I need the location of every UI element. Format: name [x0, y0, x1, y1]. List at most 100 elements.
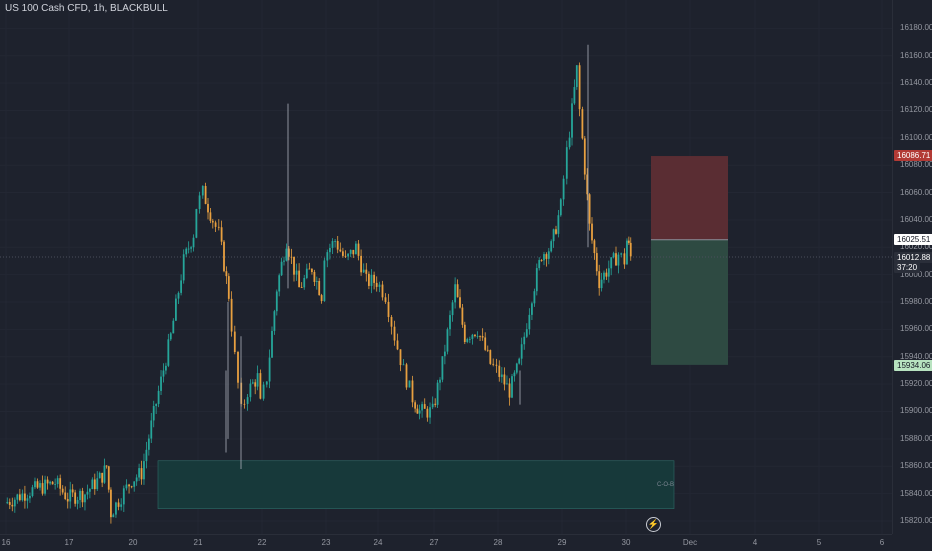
- price-tick: 16060.00: [900, 187, 932, 197]
- candle-body: [84, 494, 86, 503]
- candle-body: [476, 336, 479, 337]
- candle-body: [318, 280, 321, 296]
- candle-body: [336, 241, 339, 250]
- candle-body: [489, 350, 492, 364]
- candle-body: [486, 349, 489, 351]
- candle-body: [615, 253, 617, 266]
- time-tick: 22: [257, 538, 267, 547]
- time-tick: 27: [429, 538, 439, 547]
- candle-body: [484, 337, 487, 350]
- time-tick: 17: [64, 538, 74, 547]
- price-axis[interactable]: 16180.00 16160.00 16140.00 16120.00 16100.00…: [892, 0, 932, 534]
- candle-body: [254, 382, 257, 387]
- candle-body: [122, 488, 125, 505]
- candle-body: [411, 380, 414, 403]
- candle-body: [357, 243, 360, 256]
- candle-body: [190, 247, 192, 249]
- time-tick: 20: [128, 538, 138, 547]
- candle-body: [265, 381, 268, 385]
- candle-body: [59, 478, 62, 489]
- price-tick: 15860.00: [900, 461, 932, 471]
- candle-body: [575, 65, 578, 88]
- candle-body: [623, 253, 626, 265]
- time-tick: 5: [816, 538, 822, 547]
- price-tick: 15900.00: [900, 406, 932, 416]
- candle-body: [555, 229, 557, 234]
- candle-body: [581, 109, 584, 139]
- time-tick: 21: [193, 538, 203, 547]
- symbol-title[interactable]: US 100 Cash CFD, 1h, BLACKBULL: [5, 3, 168, 14]
- candle-body: [249, 383, 252, 398]
- candle-body: [375, 282, 378, 287]
- candle-body: [280, 261, 283, 276]
- candle-body: [373, 274, 375, 283]
- flash-icon[interactable]: ⚡: [646, 517, 661, 532]
- candle-body: [34, 481, 36, 488]
- candle-body: [220, 227, 223, 242]
- candle-body: [405, 364, 408, 388]
- candle-body: [518, 358, 521, 364]
- candle-body: [393, 326, 396, 341]
- candle-body: [557, 215, 560, 234]
- candle-body: [8, 502, 11, 505]
- candle-body: [125, 484, 128, 489]
- time-tick: Dec: [682, 538, 698, 547]
- candle-body: [329, 247, 331, 253]
- candle-body: [303, 277, 306, 288]
- candle-body: [492, 363, 495, 365]
- candle-body: [436, 382, 439, 405]
- candle-body: [439, 379, 441, 383]
- candle-body: [610, 257, 613, 269]
- candle-body: [185, 248, 188, 255]
- candle-body: [513, 372, 516, 377]
- candle-body: [133, 481, 136, 487]
- chart-canvas[interactable]: [0, 0, 892, 534]
- candle-body: [180, 280, 182, 293]
- time-axis[interactable]: 16 17 20 21 22 23 24 27 28 29 30 Dec 4 5 6: [0, 534, 892, 551]
- candle-body: [273, 311, 276, 331]
- candle-body: [349, 249, 352, 254]
- candle-body: [287, 248, 290, 257]
- candle-body: [421, 404, 423, 411]
- candle-body: [150, 420, 153, 439]
- candle-body: [223, 241, 225, 272]
- candle-body: [152, 406, 155, 421]
- time-tick: 23: [321, 538, 331, 547]
- candle-body: [285, 248, 288, 261]
- take-profit-price-badge: 15934.06: [894, 360, 932, 371]
- candle-body: [381, 284, 384, 298]
- candle-body: [211, 220, 214, 223]
- candle-body: [209, 212, 212, 221]
- candle-body: [360, 255, 362, 273]
- candle-body: [103, 465, 106, 483]
- candle-body: [167, 339, 170, 366]
- candle-body: [117, 502, 120, 507]
- candle-body: [44, 479, 46, 494]
- candle-body: [64, 492, 67, 500]
- price-tick: 15820.00: [900, 515, 932, 525]
- candle-body: [571, 103, 573, 138]
- price-tick: 16080.00: [900, 160, 932, 170]
- candle-body: [105, 465, 108, 467]
- candle-body: [429, 407, 431, 418]
- candle-body: [162, 370, 165, 377]
- candle-body: [271, 330, 273, 358]
- price-tick: 16160.00: [900, 50, 932, 60]
- candle-body: [140, 468, 143, 480]
- candle-body: [91, 479, 94, 490]
- candle-body: [214, 222, 217, 227]
- candle-body: [418, 410, 421, 414]
- candle-body: [384, 297, 387, 302]
- candle-body: [605, 272, 608, 277]
- candle-body: [201, 185, 204, 196]
- candle-body: [36, 481, 39, 488]
- candle-body: [81, 490, 84, 503]
- candle-body: [21, 493, 24, 501]
- candle-body: [157, 390, 160, 404]
- candle-body: [466, 339, 469, 343]
- candle-body: [61, 488, 64, 493]
- candle-body: [520, 344, 523, 359]
- candle-body: [334, 241, 336, 242]
- candle-body: [612, 253, 615, 258]
